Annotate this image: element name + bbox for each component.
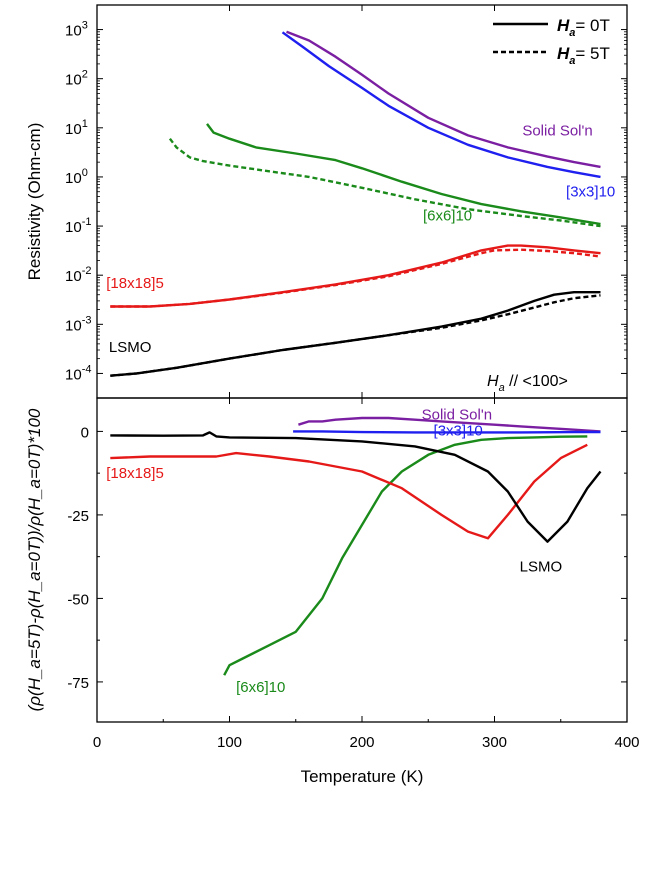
y-tick-exponent: -2 bbox=[82, 265, 92, 277]
legend-value: = 0T bbox=[575, 16, 610, 35]
legend-subscript: a bbox=[569, 27, 575, 39]
annotation-text: // <100> bbox=[505, 373, 568, 390]
legend-symbol: H bbox=[557, 16, 570, 35]
y-tick-exponent: 1 bbox=[82, 118, 88, 130]
series-line-6x6-10-0t bbox=[206, 123, 601, 226]
y-tick-label-top: 10-2 bbox=[65, 265, 91, 285]
y-tick-exponent: 3 bbox=[82, 20, 88, 32]
y-tick-base: 10 bbox=[65, 170, 82, 187]
y-tick-label-top: 10-3 bbox=[65, 314, 91, 334]
y-tick-label-bottom: 0 bbox=[81, 424, 89, 441]
legend-symbol: H bbox=[557, 44, 570, 63]
y-tick-label-top: 10-4 bbox=[65, 363, 91, 383]
x-tick-label: 400 bbox=[614, 734, 639, 751]
bottom-panel: 0 -25 -50 -75 0 100 200 300 400 Solid Sol'n[3x3]1… bbox=[25, 397, 640, 786]
y-tick-label-top: 103 bbox=[65, 20, 88, 40]
series-line-18x18-5-5t bbox=[110, 248, 601, 308]
series-label-18x18-5: [18x18]5 bbox=[106, 275, 164, 292]
y-tick-label-top: 100 bbox=[65, 167, 88, 187]
y-tick-base: 10 bbox=[65, 366, 82, 383]
x-tick-label: 0 bbox=[93, 734, 101, 751]
x-tick-label: 100 bbox=[217, 734, 242, 751]
legend-value: = 5T bbox=[575, 44, 610, 63]
series-label-lsmo: LSMO bbox=[109, 339, 152, 356]
series-label-18x18-5: [18x18]5 bbox=[106, 465, 164, 482]
y-tick-base: 10 bbox=[65, 23, 82, 40]
series-line-lsmo bbox=[110, 431, 602, 543]
series-line-3x3-10-0t bbox=[281, 31, 601, 179]
legend-entry-dashed: Ha= 5T bbox=[557, 44, 610, 67]
series-line-solid-sol-n bbox=[298, 416, 601, 433]
legend-entry-solid: Ha= 0T bbox=[557, 16, 610, 39]
y-tick-exponent: 2 bbox=[82, 69, 88, 81]
y-tick-exponent: 0 bbox=[82, 167, 88, 179]
y-tick-base: 10 bbox=[65, 268, 82, 285]
series-label-3x3-10: [3x3]10 bbox=[566, 183, 615, 200]
y-tick-exponent: -4 bbox=[82, 363, 92, 375]
series-line-18x18-5-0t bbox=[110, 244, 601, 308]
series-line-6x6-10 bbox=[223, 435, 588, 676]
annotation-symbol: H bbox=[487, 373, 499, 390]
y-axis-label-bottom: (ρ(H_a=5T)-ρ(H_a=0T))/ρ(H_a=0T)*100 bbox=[25, 408, 44, 711]
x-axis-label: Temperature (K) bbox=[301, 767, 424, 786]
y-tick-base: 10 bbox=[65, 72, 82, 89]
x-tick-label: 300 bbox=[482, 734, 507, 751]
y-tick-exponent: -1 bbox=[82, 216, 92, 228]
y-tick-label-top: 102 bbox=[65, 69, 88, 89]
y-axis-label-top: Resistivity (Ohm-cm) bbox=[25, 123, 44, 281]
y-tick-label-top: 101 bbox=[65, 118, 88, 138]
series-line-solid-sol-n-0t bbox=[286, 30, 601, 169]
series-label-6x6-10: [6x6]10 bbox=[423, 207, 472, 224]
series-line-3x3-10 bbox=[293, 430, 601, 434]
y-tick-label-bottom: -50 bbox=[67, 591, 89, 608]
series-label-lsmo: LSMO bbox=[520, 559, 563, 576]
field-direction-annotation: Ha // <100> bbox=[487, 373, 568, 394]
y-tick-base: 10 bbox=[65, 219, 82, 236]
y-tick-base: 10 bbox=[65, 317, 82, 334]
legend-subscript: a bbox=[569, 55, 575, 67]
series-label-solid-sol-n: Solid Sol'n bbox=[522, 122, 592, 139]
y-tick-base: 10 bbox=[65, 121, 82, 138]
series-line-lsmo-5t bbox=[110, 294, 601, 377]
x-tick-label: 200 bbox=[349, 734, 374, 751]
series-line-6x6-10-5t bbox=[168, 137, 601, 228]
annotation-subscript: a bbox=[499, 382, 505, 394]
y-tick-label-top: 10-1 bbox=[65, 216, 91, 236]
y-tick-label-bottom: -25 bbox=[67, 508, 89, 525]
series-label-6x6-10: [6x6]10 bbox=[236, 679, 285, 696]
y-tick-label-bottom: -75 bbox=[67, 675, 89, 692]
y-tick-exponent: -3 bbox=[82, 314, 92, 326]
series-label-3x3-10: [3x3]10 bbox=[434, 423, 483, 440]
series-label-solid-sol-n: Solid Sol'n bbox=[422, 407, 492, 424]
series-line-18x18-5 bbox=[110, 443, 588, 540]
